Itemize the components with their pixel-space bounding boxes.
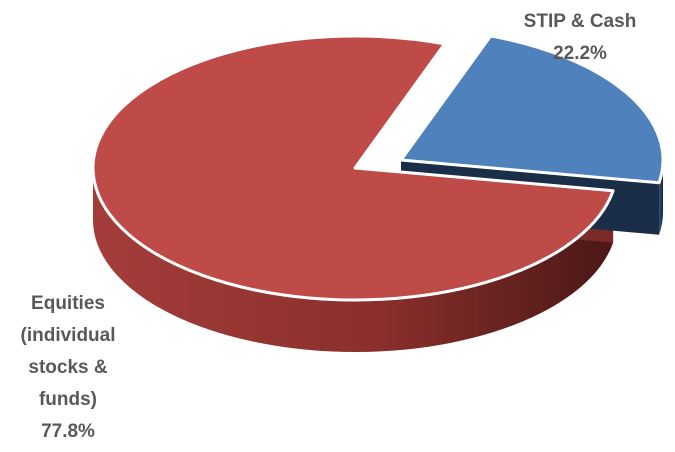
equities-slice-side <box>93 168 614 353</box>
stip-label-line: STIP & Cash <box>524 11 637 32</box>
equities-label: Equities (individual stocks & funds) 77.8% <box>21 293 116 442</box>
stip-label-value: 22.2% <box>553 43 607 64</box>
equities-label-line: funds) <box>39 389 97 410</box>
pie-labels: STIP & Cash 22.2% Equities (individual stock… <box>21 11 637 442</box>
equities-label-line: Equities <box>31 293 105 314</box>
equities-label-line: stocks & <box>28 357 107 378</box>
stip-slice <box>399 34 665 185</box>
pie-slices <box>91 34 665 353</box>
equities-slice <box>91 34 615 302</box>
stip-slice-side <box>659 160 663 235</box>
equities-label-value: 77.8% <box>41 421 95 442</box>
stip-label: STIP & Cash 22.2% <box>524 11 637 64</box>
equities-label-line: (individual <box>21 325 116 346</box>
